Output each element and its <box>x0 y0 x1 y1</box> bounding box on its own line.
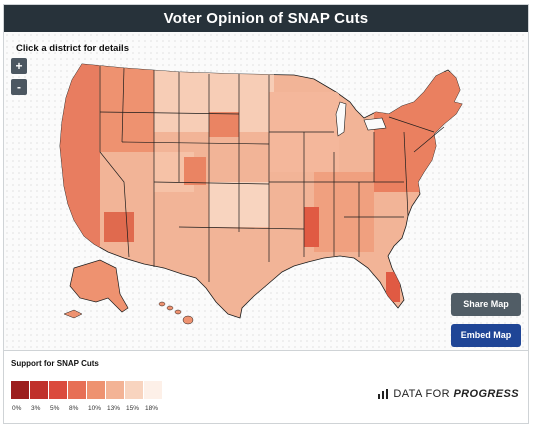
south-florida-district[interactable] <box>386 272 400 302</box>
data-for-progress-logo: DATA FOR PROGRESS <box>378 388 519 400</box>
embed-map-button[interactable]: Embed Map <box>451 324 521 347</box>
legend-tick-label: 0% <box>12 405 22 412</box>
brand-part2: PROGRESS <box>453 388 519 400</box>
south-dakota-district[interactable] <box>209 112 239 137</box>
legend-panel: Support for SNAP Cuts 0% 3% 5% 8% 10% 13% 15% 1… <box>4 350 528 423</box>
legend-tick-label: 15% <box>126 405 140 412</box>
legend-swatch <box>11 381 29 399</box>
southern-california-district[interactable] <box>104 212 134 242</box>
click-hint: Click a district for details <box>16 43 129 54</box>
state-borders <box>99 66 445 282</box>
legend-swatch <box>144 381 162 399</box>
legend-swatch <box>49 381 67 399</box>
legend-swatch <box>30 381 48 399</box>
share-map-button[interactable]: Share Map <box>451 293 521 316</box>
legend-swatch <box>87 381 105 399</box>
legend-tick-label: 8% <box>69 405 79 412</box>
aleutian-islands[interactable] <box>63 309 83 319</box>
widget-title: Voter Opinion of SNAP Cuts <box>4 5 528 32</box>
legend-title: Support for SNAP Cuts <box>11 359 99 368</box>
legend-tick-label: 5% <box>50 405 60 412</box>
legend-tick-label: 13% <box>107 405 121 412</box>
northwest-interior-districts[interactable] <box>99 62 154 152</box>
legend-swatch <box>106 381 124 399</box>
map-widget: Voter Opinion of SNAP Cuts <box>3 4 529 424</box>
us-district-map[interactable] <box>4 32 529 350</box>
lake-michigan <box>335 101 347 137</box>
legend-tick-label: 3% <box>31 405 41 412</box>
legend-swatch <box>125 381 143 399</box>
colorado-district[interactable] <box>184 157 206 185</box>
legend-tick-label: 18% <box>145 405 159 412</box>
legend-tick-label: 10% <box>88 405 102 412</box>
zoom-out-button[interactable]: - <box>11 79 27 95</box>
lake-erie <box>363 117 387 131</box>
map-area[interactable]: Click a district for details + - Share M… <box>4 32 528 350</box>
alaska[interactable] <box>69 259 129 313</box>
zoom-in-button[interactable]: + <box>11 58 27 74</box>
legend-swatch <box>68 381 86 399</box>
mississippi-delta-district[interactable] <box>304 207 319 247</box>
brand-part1: DATA FOR <box>393 388 450 400</box>
northeast-districts[interactable] <box>374 72 464 192</box>
hawaii[interactable] <box>158 301 194 325</box>
bar-chart-icon <box>378 389 389 399</box>
west-coast-districts[interactable] <box>60 62 100 262</box>
southeast-districts[interactable] <box>314 172 374 252</box>
